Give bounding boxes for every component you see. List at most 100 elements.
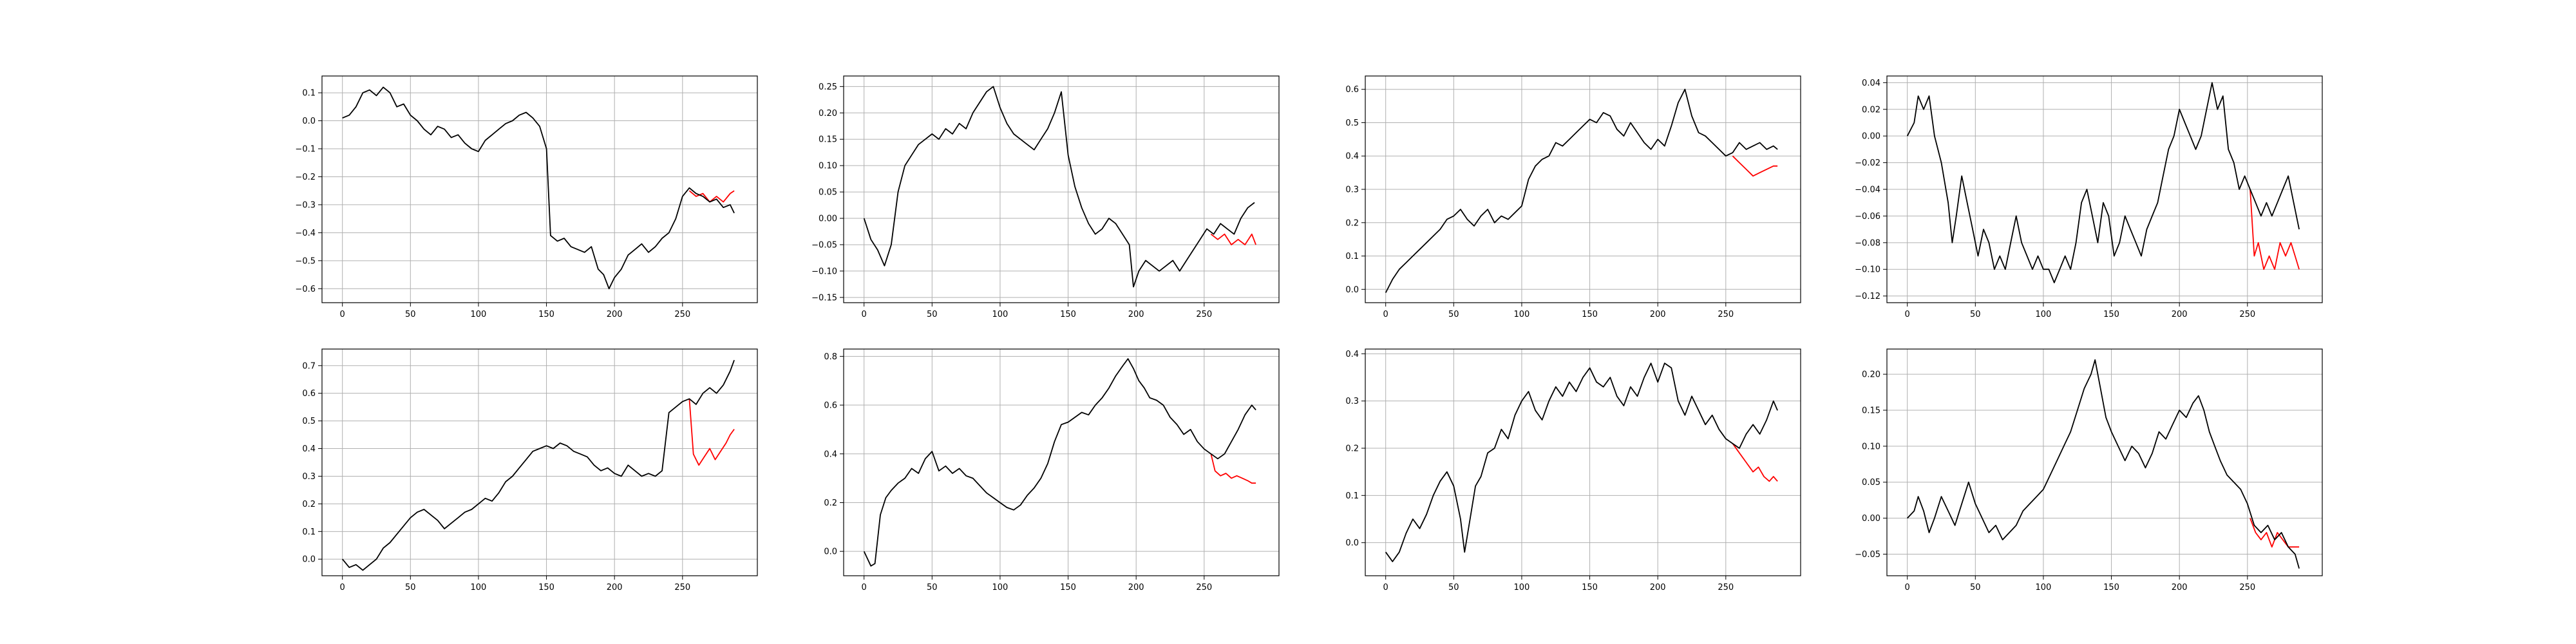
x-tick-label: 50 (1448, 310, 1459, 319)
x-tick-label: 0 (862, 583, 867, 592)
y-tick-label: 0.20 (1862, 370, 1880, 380)
x-tick-label: 0 (1905, 310, 1910, 319)
plot-area (844, 76, 1279, 303)
y-tick-label: −0.4 (295, 229, 316, 238)
predicted-series-line (1210, 233, 1256, 245)
predicted-series-line (1732, 443, 1778, 482)
y-tick-label: 0.02 (1862, 105, 1880, 115)
y-tick-label: 0.1 (302, 89, 316, 99)
x-tick-label: 100 (1514, 583, 1530, 592)
x-tick-label: 200 (1128, 310, 1144, 319)
y-tick-label: −0.2 (295, 173, 316, 182)
plot-area (322, 349, 757, 576)
actual-series-line (342, 359, 735, 571)
y-tick-label: 0.2 (302, 500, 316, 509)
y-tick-label: 0.1 (302, 527, 316, 537)
subplot-1: 0 50 100 150 200 250 −0.6 −0.5 −0.4 −0.3 −0.2 −0.1 0… (295, 75, 758, 319)
y-tick-label: −0.05 (1855, 550, 1880, 560)
x-tick-label: 100 (2036, 310, 2052, 319)
plot-frame (321, 348, 758, 576)
y-tick-label: −0.08 (1855, 238, 1880, 248)
x-tick-label: 150 (538, 310, 554, 319)
y-tick-label: 0.10 (1862, 442, 1880, 451)
predicted-series-line (1210, 453, 1256, 484)
x-tick-label: 250 (2239, 310, 2255, 319)
x-tick-label: 0 (862, 310, 867, 319)
x-tick-label: 150 (1060, 583, 1076, 592)
y-tick-label: −0.5 (295, 256, 316, 266)
y-tick-label: 0.3 (302, 472, 316, 482)
y-tick-label: 0.0 (302, 117, 316, 126)
x-tick-label: 150 (538, 583, 554, 592)
y-tick-label: 0.0 (824, 547, 837, 557)
plot-area (1887, 349, 2322, 576)
actual-series-line (1385, 88, 1778, 293)
x-tick-label: 100 (992, 310, 1009, 319)
plot-frame (1886, 348, 2323, 576)
x-tick-label: 250 (674, 583, 690, 592)
actual-series-line (1907, 359, 2300, 569)
x-tick-label: 150 (2103, 583, 2119, 592)
x-tick-label: 150 (1582, 583, 1598, 592)
y-tick-label: 0.15 (819, 135, 837, 145)
y-tick-label: −0.15 (811, 293, 837, 303)
predicted-series-line (2249, 189, 2300, 270)
x-tick-label: 50 (405, 310, 416, 319)
y-tick-label: 0.5 (1345, 118, 1359, 128)
x-tick-label: 250 (674, 310, 690, 319)
y-tick-label: −0.12 (1855, 292, 1880, 301)
x-tick-label: 250 (1196, 583, 1212, 592)
x-tick-label: 0 (1383, 583, 1388, 592)
x-tick-label: 50 (1448, 583, 1459, 592)
subplot-5: 0 50 100 150 200 250 0.0 0.1 0.2 0.3 0.4 0.5 0.6 0.7 (302, 348, 758, 592)
actual-series-line (1906, 82, 2300, 283)
y-tick-label: −0.10 (1855, 265, 1880, 275)
y-tick-label: 0.1 (1345, 252, 1359, 261)
y-tick-label: 0.2 (824, 498, 837, 508)
y-tick-label: −0.06 (1855, 212, 1880, 222)
x-tick-label: 0 (1905, 583, 1910, 592)
y-tick-label: 0.00 (1862, 514, 1880, 524)
y-tick-label: 0.0 (1345, 538, 1359, 548)
subplot-3: 0 50 100 150 200 250 0.0 0.1 0.2 0.3 0.4 0.5 0.6 (1345, 75, 1801, 319)
y-tick-label: 0.25 (819, 82, 837, 92)
x-tick-label: 250 (2239, 583, 2255, 592)
plot-area (844, 349, 1279, 576)
y-tick-label: −0.3 (295, 200, 316, 210)
x-tick-label: 0 (340, 583, 345, 592)
y-tick-label: −0.6 (295, 285, 316, 294)
actual-series-line (863, 358, 1256, 567)
y-tick-label: 0.7 (302, 361, 316, 371)
x-tick-label: 50 (927, 310, 938, 319)
plot-frame (1365, 348, 1801, 576)
x-tick-label: 200 (1650, 310, 1666, 319)
y-tick-label: 0.10 (819, 162, 837, 171)
y-tick-label: −0.05 (811, 240, 837, 250)
x-tick-label: 250 (1196, 310, 1212, 319)
subplot-8: 0 50 100 150 200 250 −0.05 0.00 0.05 0.10 0.15 0.20 (1855, 348, 2323, 592)
x-tick-label: 150 (2103, 310, 2119, 319)
y-tick-label: 0.3 (1345, 397, 1359, 406)
x-tick-label: 200 (2172, 583, 2188, 592)
predicted-series-line (1732, 155, 1778, 177)
y-tick-label: 0.8 (824, 352, 837, 362)
x-tick-label: 50 (405, 583, 416, 592)
y-tick-label: 0.6 (302, 389, 316, 399)
plot-frame (843, 348, 1280, 576)
y-tick-label: 0.5 (302, 417, 316, 426)
y-tick-label: 0.6 (824, 401, 837, 411)
y-tick-label: 0.0 (302, 555, 316, 565)
x-tick-label: 50 (1970, 583, 1981, 592)
plot-area (1365, 349, 1801, 576)
y-tick-label: 0.00 (1862, 132, 1880, 142)
y-tick-label: 0.4 (824, 450, 837, 459)
plot-area (322, 76, 757, 303)
predicted-series-line (688, 190, 735, 203)
y-tick-label: 0.00 (819, 214, 837, 224)
x-tick-label: 200 (607, 310, 623, 319)
plot-frame (1886, 75, 2323, 303)
y-tick-label: 0.1 (1345, 491, 1359, 501)
y-tick-label: 0.05 (819, 188, 837, 198)
y-tick-label: −0.02 (1855, 158, 1880, 168)
